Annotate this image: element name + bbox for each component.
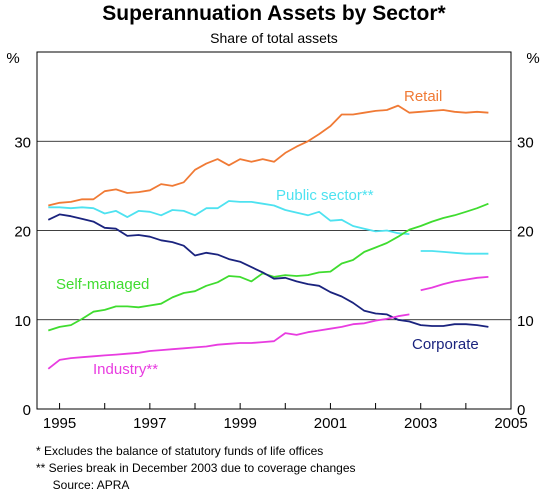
series-line-industry-1 (420, 276, 489, 292)
series-line-industry-0 (47, 313, 410, 370)
y-tick-right-20: 20 (517, 224, 534, 241)
grid-lines (37, 140, 511, 321)
series-line-self-managed-0 (48, 202, 489, 332)
footnote-excludes: * Excludes the balance of statutory fund… (36, 444, 324, 458)
series-label-self-managed: Self-managed (56, 276, 149, 293)
footnote-source: Source: APRA (36, 478, 130, 492)
y-axis-unit-left: % (6, 50, 19, 67)
x-tick-label-2001: 2001 (314, 415, 347, 432)
chart-subtitle: Share of total assets (210, 30, 338, 46)
axis-ticks: 0 0 10 10 20 20 30 30 1995 1997 1999 2001 2003 2005 (14, 134, 533, 432)
y-tick-left-20: 20 (14, 224, 31, 241)
plot-frame (36, 51, 512, 410)
x-tick-label-2005: 2005 (494, 415, 527, 432)
y-tick-left-0: 0 (23, 402, 31, 419)
series-label-corporate: Corporate (412, 336, 479, 353)
series-line-retail-0 (48, 104, 489, 207)
series-line-public-sector-0 (48, 200, 410, 235)
series-label-retail: Retail (404, 88, 442, 105)
y-tick-right-10: 10 (517, 313, 534, 330)
series-line-corporate-0 (47, 213, 489, 328)
series-line-public-sector-1 (420, 250, 489, 255)
footnote-series-break: ** Series break in December 2003 due to … (36, 461, 356, 475)
x-tick-label-1997: 1997 (133, 415, 166, 432)
y-tick-left-30: 30 (14, 134, 31, 151)
x-tick-label-1995: 1995 (43, 415, 76, 432)
series-label-public-sector: Public sector** (276, 187, 374, 204)
x-tick-label-1999: 1999 (223, 415, 256, 432)
series-layer (47, 104, 489, 370)
y-tick-left-10: 10 (14, 313, 31, 330)
x-tick-label-2003: 2003 (404, 415, 437, 432)
y-tick-right-30: 30 (517, 134, 534, 151)
chart-title: Superannuation Assets by Sector* (102, 2, 446, 25)
y-tick-right-0: 0 (517, 402, 525, 419)
y-axis-unit-right: % (526, 50, 539, 67)
series-label-industry: Industry** (93, 361, 158, 378)
